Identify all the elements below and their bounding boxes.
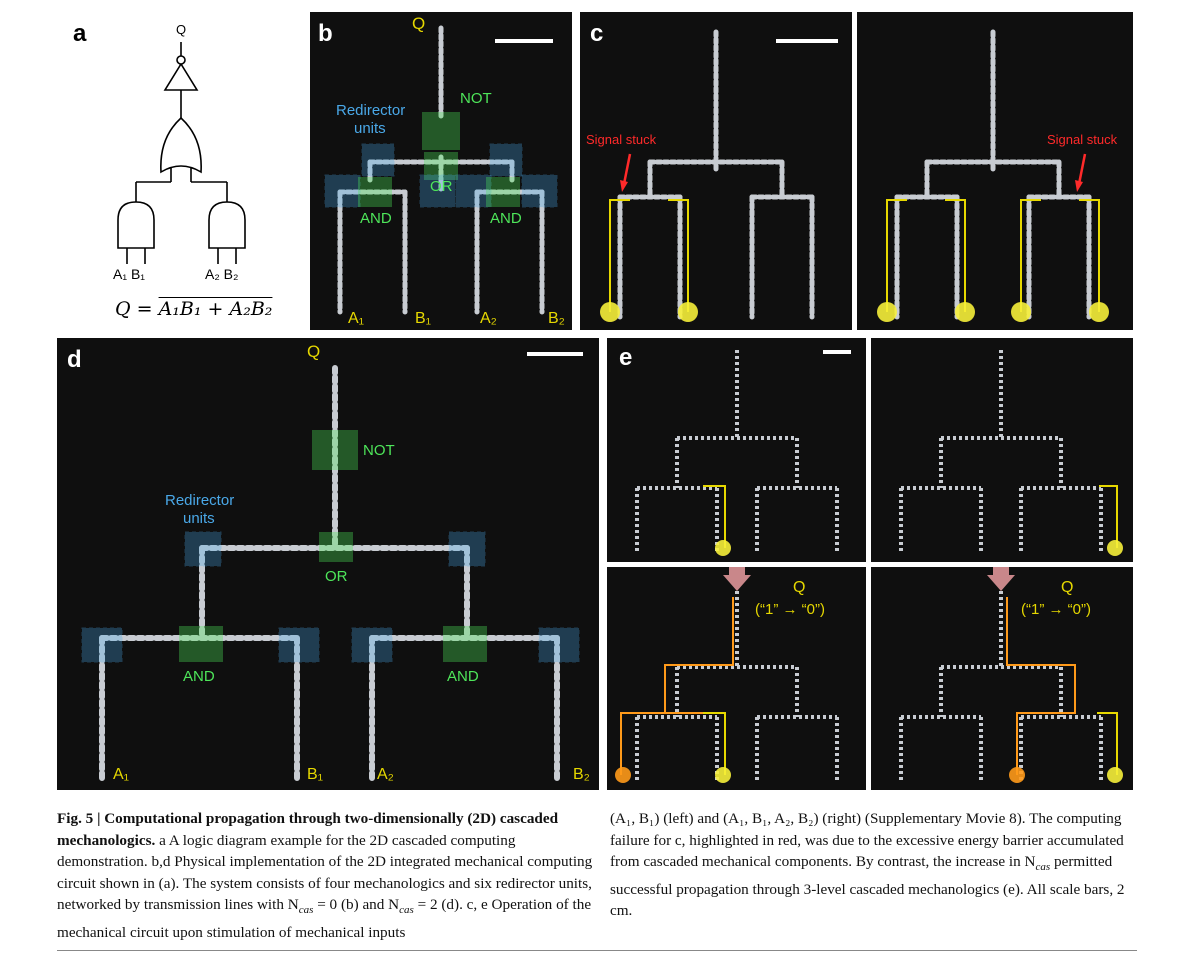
b-redirector-label: Redirector bbox=[336, 102, 406, 119]
panel-b-photo: b Q NOT Redirector units OR AND AND A₁ B… bbox=[310, 12, 572, 330]
caption-left: Fig. 5 | Computational propagation throu… bbox=[57, 808, 597, 944]
e-transition-right: (“1” → “0”) bbox=[1021, 601, 1091, 618]
c-signal-stuck-left: Signal stuck bbox=[586, 132, 657, 147]
logic-equation: Q = A₁B₁ + A₂B₂ bbox=[115, 298, 272, 320]
scale-bar bbox=[527, 352, 583, 356]
caption-part-bd: b,d Physical implementation of the 2D in… bbox=[57, 853, 593, 914]
panel-d-photo: d Q NOT Redirector units OR AND AND A₁ B… bbox=[57, 338, 599, 790]
panel-a: a Q A₁ B₁ bbox=[55, 10, 305, 330]
b-not-label: NOT bbox=[460, 90, 492, 107]
d-units-label: units bbox=[183, 510, 215, 527]
b-units-label: units bbox=[354, 120, 386, 137]
scale-bar bbox=[823, 350, 851, 354]
output-q-label: Q bbox=[176, 22, 187, 37]
panel-b-structure bbox=[324, 25, 558, 315]
panel-c-left-photo: c Signal stuck bbox=[580, 12, 852, 330]
e-q-label-left: Q bbox=[793, 579, 806, 596]
caption-right-part-2: permitted successful propagation through… bbox=[610, 853, 1125, 920]
d-input-a1: A₁ bbox=[113, 766, 130, 783]
d-or-label: OR bbox=[325, 568, 348, 585]
panel-e-top-left-structure bbox=[635, 350, 839, 556]
caption-sub-1: cas bbox=[298, 904, 314, 917]
caption-right-part-1: (A₁, B₁) (left) and (A₁, B₁, A₂, B₂) (ri… bbox=[610, 810, 1124, 871]
panel-e-bottom-right: Q (“1” → “0”) bbox=[871, 567, 1133, 790]
panel-c-label: c bbox=[590, 20, 604, 47]
input-a2-b2-label: A₂ B₂ bbox=[205, 266, 239, 282]
d-input-b1: B₁ bbox=[307, 766, 324, 783]
signal-path-right bbox=[886, 199, 1100, 312]
d-q-label: Q bbox=[307, 342, 321, 361]
d-and-right-label: AND bbox=[447, 668, 479, 685]
d-input-a2: A₂ bbox=[377, 766, 394, 783]
b-q-label: Q bbox=[412, 14, 426, 33]
caption-right: (A₁, B₁) (left) and (A₁, B₁, A₂, B₂) (ri… bbox=[610, 808, 1135, 922]
b-input-a2: A₂ bbox=[480, 310, 497, 327]
panel-e-bottom-left: Q (“1” → “0”) bbox=[607, 567, 866, 790]
d-and-left-label: AND bbox=[183, 668, 215, 685]
b-or-label: OR bbox=[430, 178, 453, 195]
input-a1-b1-label: A₁ B₁ bbox=[113, 266, 146, 282]
equation-lhs: Q = bbox=[115, 298, 159, 320]
logic-diagram bbox=[117, 42, 246, 264]
equation-rhs: A₁B₁ + A₂B₂ bbox=[158, 298, 273, 320]
caption-part-ncas2: = 2 (d). bbox=[413, 896, 467, 914]
b-input-a1: A₁ bbox=[348, 310, 365, 327]
panel-e-top-left: e bbox=[607, 338, 866, 562]
panel-d-label: d bbox=[67, 346, 82, 373]
caption-left-text: Fig. 5 | Computational propagation throu… bbox=[57, 808, 597, 944]
b-input-b1: B₁ bbox=[415, 310, 432, 327]
panel-c-left-structure bbox=[600, 29, 815, 322]
panel-e-label: e bbox=[619, 344, 633, 371]
caption-part-ce: c, e Operation of the mechanical circuit… bbox=[57, 896, 592, 941]
b-input-b2: B₂ bbox=[548, 310, 565, 327]
caption-right-text: (A₁, B₁) (left) and (A₁, B₁, A₂, B₂) (ri… bbox=[610, 808, 1135, 922]
caption-part-a: a A logic diagram example for the 2D cas… bbox=[57, 831, 516, 871]
d-input-b2: B₂ bbox=[573, 766, 590, 783]
panel-e-bottom-right-structure bbox=[899, 567, 1123, 783]
caption-part-ncas0: = 0 (b) and N bbox=[313, 896, 400, 914]
d-redirector-label: Redirector bbox=[165, 492, 235, 509]
panel-d-structure bbox=[81, 365, 580, 781]
e-q-label-right: Q bbox=[1061, 579, 1074, 596]
caption-rule bbox=[57, 950, 1137, 951]
panel-c-right-structure bbox=[877, 29, 1109, 322]
b-and-left-label: AND bbox=[360, 210, 392, 227]
signal-path-left bbox=[609, 199, 689, 312]
panel-e-bottom-left-structure bbox=[615, 567, 839, 783]
panel-e-top-right bbox=[871, 338, 1133, 562]
panel-a-label: a bbox=[73, 20, 87, 47]
b-and-right-label: AND bbox=[490, 210, 522, 227]
panel-e-top-right-structure bbox=[899, 350, 1123, 556]
panel-c-right-photo: Signal stuck bbox=[857, 12, 1133, 330]
scale-bar bbox=[776, 39, 838, 43]
caption-right-sub: cas bbox=[1035, 861, 1051, 874]
caption-sub-2: cas bbox=[399, 904, 414, 917]
e-transition-left: (“1” → “0”) bbox=[755, 601, 825, 618]
figure-title: Fig. 5 | Computational propagation throu… bbox=[57, 810, 559, 849]
c-signal-stuck-right: Signal stuck bbox=[1047, 132, 1118, 147]
d-not-label: NOT bbox=[363, 442, 395, 459]
scale-bar bbox=[495, 39, 553, 43]
panel-b-label: b bbox=[318, 20, 333, 47]
not-gate-highlight bbox=[422, 112, 460, 150]
